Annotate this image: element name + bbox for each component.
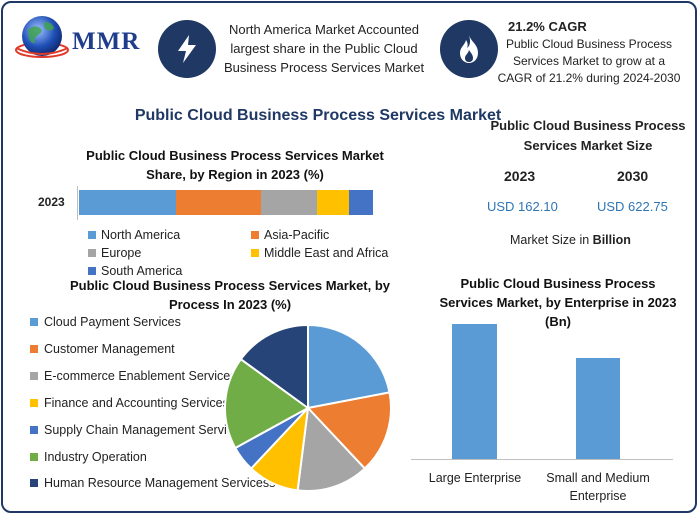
legend-asia-pacific: Asia-Pacific [251,228,329,242]
region-segment-north-america [79,190,177,215]
legend-cloud-payment: Cloud Payment Services [30,315,181,329]
market-size-value-2030: USD 622.75 [597,199,668,214]
label-large-enterprise: Large Enterprise [428,471,522,485]
market-size-note: Market Size in Billion [510,233,631,247]
legend-middle-east-africa: Middle East and Africa [251,246,388,260]
region-segment-europe [261,190,318,215]
legend-supply-chain: Supply Chain Management Services [30,423,246,437]
market-size-value-2023: USD 162.10 [487,199,558,214]
legend-north-america: North America [88,228,180,242]
cagr-text: Public Cloud Business Process Services M… [497,37,681,85]
mmr-logo: MMR [14,12,146,64]
pie-slice-customer-management [306,391,392,470]
legend-south-america: South America [88,264,182,278]
market-size-year-2023: 2023 [504,168,536,184]
bar-small-medium-enterprise [576,357,620,459]
legend-europe: Europe [88,246,141,260]
globe-icon [15,16,69,58]
region-segment-south-america [349,190,373,215]
legend-industry-operation: Industry Operation [30,450,147,464]
legend-finance-accounting: Finance and Accounting Services [30,396,229,410]
pie-slice-cloud-payment-services [307,323,391,410]
region-stacked-bar [79,190,373,215]
legend-ecommerce: E-commerce Enablement Services [30,369,236,383]
main-title: Public Cloud Business Process Services M… [134,107,502,124]
region-segment-middle-east-and-africa [317,190,350,215]
lightning-bolt-icon [158,20,216,78]
pie-slice-industry-operation [224,357,310,450]
region-year-label: 2023 [38,195,65,209]
region-chart-title: Public Cloud Business Process Services M… [86,148,384,182]
process-chart-title: Public Cloud Business Process Services M… [69,278,391,312]
enterprise-axis [411,459,673,460]
bar-large-enterprise [452,324,497,459]
region-segment-asia-pacific [176,190,262,215]
flame-icon [440,20,498,78]
legend-customer-management: Customer Management [30,342,175,356]
market-size-title: Public Cloud Business Process Services M… [490,118,686,153]
label-small-medium-enterprise: Small and Medium Enterprise [546,471,650,503]
legend-human-resource: Human Resource Management Servicess [30,476,275,490]
enterprise-chart-title: Public Cloud Business Process Services M… [439,276,677,329]
logo-text: MMR [72,28,141,55]
cagr-title: 21.2% CAGR [508,19,587,34]
pie-slice-e-commerce-enablement-services [296,405,367,492]
process-pie-chart [224,323,392,492]
market-size-year-2030: 2030 [617,168,649,184]
header-info-text: North America Market Accounted largest s… [223,22,425,75]
region-axis [77,186,78,220]
pie-slice-human-resource-management-servicess [239,323,309,410]
